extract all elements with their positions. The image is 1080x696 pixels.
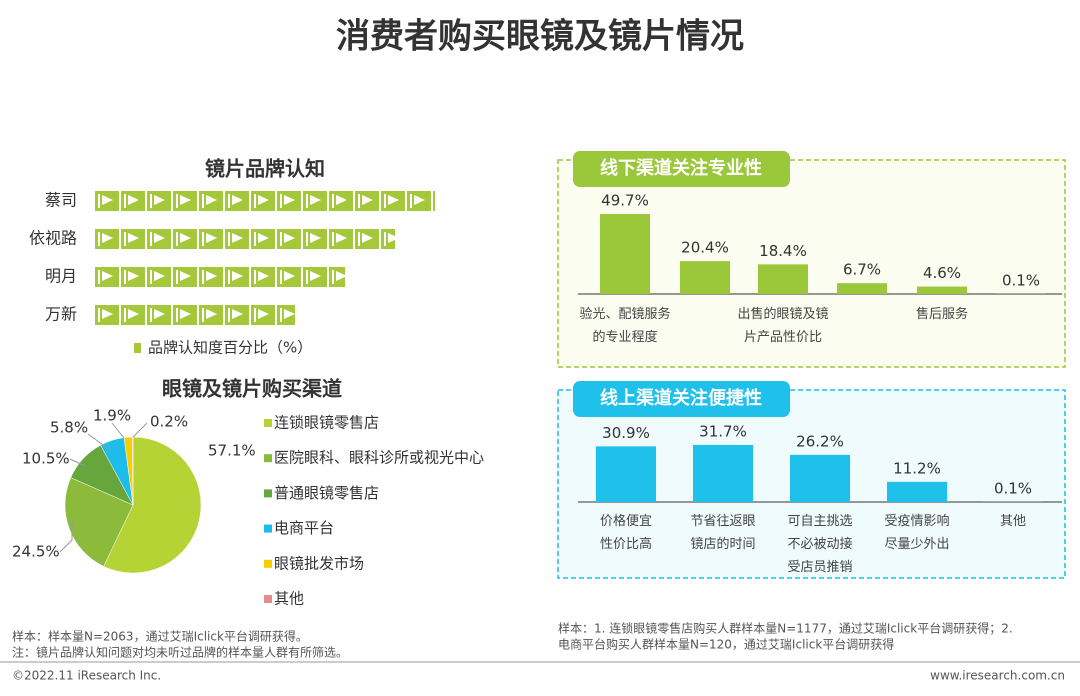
- pie-slice: [103, 436, 202, 574]
- value-label: 0.2%: [150, 413, 188, 431]
- leader-line: [111, 422, 125, 439]
- legend-label: 电商平台: [274, 519, 334, 537]
- value-label: 1.9%: [93, 407, 131, 425]
- chart-title: 镜片品牌认知: [205, 157, 325, 181]
- leader-line: [69, 458, 86, 467]
- page-title: 消费者购买眼镜及镜片情况: [336, 17, 744, 57]
- value-label: 0.1%: [1002, 271, 1040, 289]
- bar: [790, 454, 850, 502]
- legend-swatch: [264, 559, 272, 568]
- panel-tab: [573, 151, 790, 187]
- legend-label: 其他: [274, 590, 304, 608]
- note: 电商平台购买人群样本量N=120，通过艾瑞Iclick平台调研获得: [558, 637, 894, 652]
- value-label: 24.5%: [12, 543, 60, 561]
- legend-swatch: [264, 489, 272, 498]
- category-label: 明月: [45, 267, 77, 286]
- value-label: 30.9%: [602, 424, 650, 442]
- chart-title: 眼镜及镜片购买渠道: [162, 377, 342, 401]
- leader-line: [59, 520, 73, 553]
- legend-swatch: [264, 419, 272, 427]
- category-label: 验光、配镜服务的专业程度: [579, 307, 671, 345]
- category-label: 受疫情影响 尽量少外出: [884, 514, 950, 552]
- bar: [95, 191, 435, 211]
- bar: [95, 229, 395, 249]
- value-label: 18.4%: [759, 242, 807, 260]
- note: 样本：1. 连锁眼镜零售店购买人群样本量N=1177，通过艾瑞Iclick平台调…: [558, 621, 1013, 636]
- chart-title: 线上渠道关注便捷性: [600, 387, 762, 409]
- legend-label: 眼镜批发市场: [274, 554, 364, 572]
- value-label: 11.2%: [893, 459, 941, 477]
- bar: [600, 213, 650, 294]
- value-label: 20.4%: [681, 239, 729, 257]
- legend-swatch: [264, 454, 272, 463]
- category-label: 出售的眼镜及镜片产品性价比: [737, 307, 829, 345]
- leader-line: [132, 422, 148, 438]
- legend-label: 连锁眼镜零售店: [274, 414, 379, 432]
- pie-slice: [131, 436, 134, 506]
- value-label: 57.1%: [208, 442, 256, 460]
- note: 样本：样本量N=2063，通过艾瑞Iclick平台调研获得。: [12, 629, 308, 644]
- bar: [887, 481, 947, 502]
- copyright: ©2022.11 iResearch Inc.: [12, 669, 161, 683]
- value-label: 10.5%: [22, 450, 70, 468]
- note: 注：镜片品牌认知问题对均未听过品牌的样本量人群有所筛选。: [12, 645, 348, 660]
- bar: [758, 264, 808, 294]
- value-label: 0.1%: [994, 479, 1032, 497]
- value-label: 5.8%: [50, 419, 88, 437]
- website: www.iresearch.com.cn: [930, 669, 1065, 683]
- value-label: 26.2%: [796, 432, 844, 450]
- category-label: 依视路: [29, 229, 77, 248]
- legend-label: 品牌认知度百分比（%）: [148, 339, 312, 357]
- category-label: 其他: [999, 514, 1026, 529]
- bar: [596, 446, 656, 502]
- category-label: 价格便宜 性价比高: [599, 514, 652, 552]
- bar: [837, 283, 887, 294]
- value-label: 6.7%: [843, 261, 881, 279]
- value-label: 4.6%: [923, 264, 961, 282]
- value-label: 31.7%: [699, 422, 747, 440]
- legend-swatch: [134, 343, 141, 353]
- leader-line: [87, 433, 111, 451]
- pie-slice: [64, 477, 134, 567]
- category-label: 蔡司: [45, 191, 77, 210]
- bar: [95, 305, 295, 325]
- legend-label: 普通眼镜零售店: [274, 484, 379, 502]
- bar: [917, 286, 967, 294]
- category-label: 万新: [45, 305, 77, 324]
- legend-swatch: [264, 524, 272, 533]
- bar: [95, 267, 345, 287]
- category-label: 可自主挑选 不必被动接 受店员推销: [787, 514, 853, 575]
- bar: [680, 261, 730, 294]
- category-label: 售后服务: [915, 307, 968, 322]
- chart-title: 线下渠道关注专业性: [600, 157, 762, 179]
- legend-swatch: [264, 595, 272, 603]
- category-label: 节省往返眼 镜店的时间: [690, 514, 756, 552]
- panel-tab: [573, 381, 790, 417]
- bar: [693, 444, 753, 502]
- legend-label: 医院眼科、眼科诊所或视光中心: [274, 449, 484, 467]
- value-label: 49.7%: [601, 191, 649, 209]
